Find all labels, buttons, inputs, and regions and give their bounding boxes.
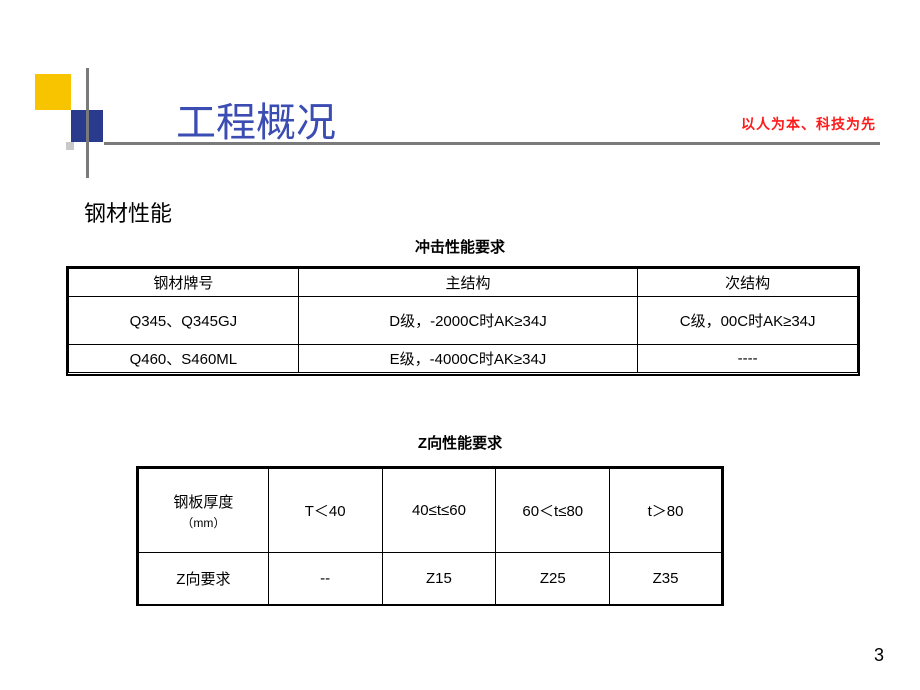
cell: T＜40 — [268, 469, 382, 553]
row-header-z-req: Z向要求 — [139, 553, 269, 605]
cell: Q460、S460ML — [69, 345, 299, 373]
table-row: Q345、Q345GJ D级，-2000C时AK≥34J C级，00C时AK≥3… — [69, 297, 858, 345]
table-row: Z向要求 -- Z15 Z25 Z35 — [139, 553, 722, 605]
cell: -- — [268, 553, 382, 605]
cell: 60＜t≤80 — [496, 469, 610, 553]
table2-title: Z向性能要求 — [0, 432, 920, 453]
decor-block — [0, 74, 120, 154]
cell: t＞80 — [610, 469, 722, 553]
col-steel-grade: 钢材牌号 — [69, 269, 299, 297]
table-row: Q460、S460ML E级，-4000C时AK≥34J ---- — [69, 345, 858, 373]
page-title: 工程概况 — [176, 90, 336, 148]
cell: E级，-4000C时AK≥34J — [298, 345, 638, 373]
page-subtitle: 以人为本、科技为先 — [741, 114, 876, 134]
decor-vertical-line — [86, 68, 89, 178]
title-rule — [104, 142, 880, 145]
row-header-thickness: 钢板厚度 （mm） — [139, 469, 269, 553]
col-secondary-structure: 次结构 — [638, 269, 858, 297]
table-row: 钢板厚度 （mm） T＜40 40≤t≤60 60＜t≤80 t＞80 — [139, 469, 722, 553]
cell: 40≤t≤60 — [382, 469, 496, 553]
decor-yellow-square — [35, 74, 71, 110]
col-main-structure: 主结构 — [298, 269, 638, 297]
cell: C级，00C时AK≥34J — [638, 297, 858, 345]
thickness-unit: （mm） — [139, 514, 268, 531]
page-number: 3 — [874, 645, 884, 666]
cell: Z25 — [496, 553, 610, 605]
impact-performance-table: 钢材牌号 主结构 次结构 Q345、Q345GJ D级，-2000C时AK≥34… — [68, 268, 858, 373]
cell: D级，-2000C时AK≥34J — [298, 297, 638, 345]
table1-title: 冲击性能要求 — [0, 236, 920, 257]
title-bar: 工程概况 以人为本、科技为先 — [104, 96, 880, 156]
z-direction-table: 钢板厚度 （mm） T＜40 40≤t≤60 60＜t≤80 t＞80 Z向要求… — [138, 468, 722, 605]
cell: Q345、Q345GJ — [69, 297, 299, 345]
section-heading: 钢材性能 — [84, 196, 172, 228]
thickness-label: 钢板厚度 — [173, 494, 233, 511]
table-header-row: 钢材牌号 主结构 次结构 — [69, 269, 858, 297]
decor-small-square — [66, 142, 74, 150]
cell: Z15 — [382, 553, 496, 605]
cell: Z35 — [610, 553, 722, 605]
cell: ---- — [638, 345, 858, 373]
